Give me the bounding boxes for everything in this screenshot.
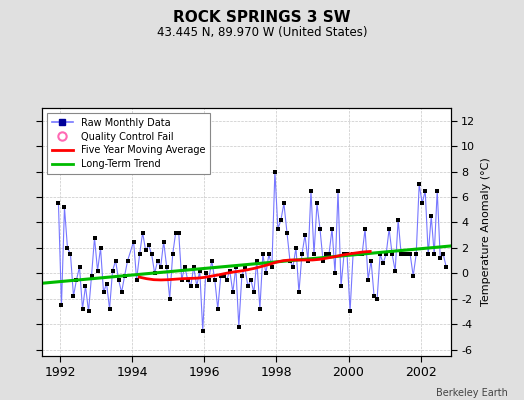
Text: ROCK SPRINGS 3 SW: ROCK SPRINGS 3 SW [173,10,351,25]
Text: Berkeley Earth: Berkeley Earth [436,388,508,398]
Text: 43.445 N, 89.970 W (United States): 43.445 N, 89.970 W (United States) [157,26,367,39]
Legend: Raw Monthly Data, Quality Control Fail, Five Year Moving Average, Long-Term Tren: Raw Monthly Data, Quality Control Fail, … [47,113,210,174]
Y-axis label: Temperature Anomaly (°C): Temperature Anomaly (°C) [481,158,491,306]
